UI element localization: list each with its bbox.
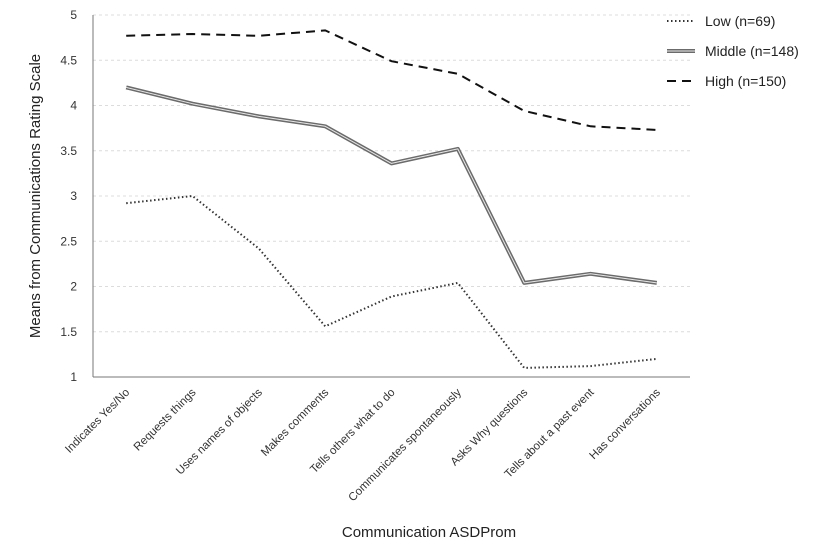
y-axis-title: Means from Communications Rating Scale bbox=[27, 54, 44, 338]
series-group bbox=[126, 194, 657, 369]
axes bbox=[92, 15, 690, 378]
y-tick-label: 4 bbox=[70, 99, 77, 113]
y-tick-label: 1 bbox=[70, 370, 77, 384]
series-group bbox=[125, 85, 658, 285]
y-tick-label: 2 bbox=[70, 280, 77, 294]
y-tick-label: 3 bbox=[70, 189, 77, 203]
series-line-middle bbox=[125, 85, 658, 285]
x-tick-label: Indicates Yes/No bbox=[63, 387, 132, 456]
series-line-high bbox=[126, 29, 657, 131]
legend-label: Low (n=69) bbox=[705, 13, 775, 29]
series-line-low bbox=[126, 194, 657, 369]
legend: Low (n=69) Middle (n=148) High (n=150) bbox=[667, 13, 799, 89]
x-tick-label: Requests things bbox=[132, 386, 199, 453]
y-tick-label: 4.5 bbox=[60, 53, 77, 67]
x-tick-label: Communicates spontaneously bbox=[347, 386, 465, 504]
series-line-middle-inner bbox=[126, 86, 657, 284]
series-group bbox=[126, 29, 657, 131]
x-tick-label: Makes comments bbox=[259, 386, 331, 458]
y-tick-label: 1.5 bbox=[60, 325, 77, 339]
x-axis-title: Communication ASDProm bbox=[342, 524, 516, 541]
x-tick-label: Has conversations bbox=[588, 386, 664, 462]
legend-label: Middle (n=148) bbox=[705, 43, 799, 59]
y-tick-label: 3.5 bbox=[60, 144, 77, 158]
gridlines bbox=[93, 14, 690, 333]
y-tick-label: 2.5 bbox=[60, 234, 77, 248]
series-lines bbox=[125, 29, 658, 369]
legend-label: High (n=150) bbox=[705, 73, 786, 89]
y-tick-label: 5 bbox=[70, 8, 77, 22]
y-tick-labels: 1 1.5 2 2.5 3 3.5 4 4.5 5 bbox=[60, 8, 77, 384]
